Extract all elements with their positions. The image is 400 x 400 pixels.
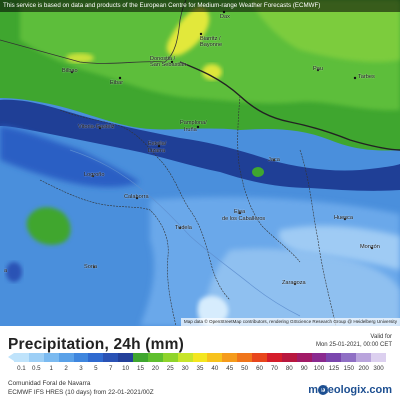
city-label-ejea-caballeros: de los Caballeros xyxy=(222,216,266,222)
legend-tick-label: 20 xyxy=(151,365,159,372)
river-ebro xyxy=(69,149,301,317)
city-label-vitoria: Vitoria-Gasteiz xyxy=(78,124,115,130)
valid-time: Mon 25-01-2021, 00:00 CET xyxy=(315,342,392,348)
map-attribution: Map data © OpenStreetMap contributors, r… xyxy=(180,318,400,326)
legend-tick-label: 10 xyxy=(122,365,130,372)
city-label-soria: Soria xyxy=(84,264,98,270)
legend-arrow-left xyxy=(8,353,14,361)
city-label-bilbao: Bilbao xyxy=(62,68,78,74)
map-canvas xyxy=(0,0,400,326)
legend-swatch xyxy=(162,353,179,362)
legend-swatch xyxy=(371,353,387,362)
legend-tick-label: 150 xyxy=(343,365,354,372)
city-label-ejea: Ejea xyxy=(234,209,246,215)
legend-swatch xyxy=(341,353,357,362)
legend-tick-label: 45 xyxy=(226,365,234,372)
precip-zone-yellow xyxy=(166,7,210,56)
legend-swatch xyxy=(103,353,119,362)
city-label-estella: Estella/ xyxy=(148,141,167,147)
legend-tick-label: 60 xyxy=(256,365,263,372)
city-label-huesca: Huesca xyxy=(334,215,353,221)
legend-swatch xyxy=(222,353,238,362)
legend-tick-label: 15 xyxy=(137,365,144,372)
precipitation-map[interactable]: This service is based on data and produc… xyxy=(0,0,400,326)
legend-tick-label: 5 xyxy=(94,365,98,372)
legend-tick-label: 200 xyxy=(358,365,369,372)
city-label-pamplona: Pamplona/ xyxy=(180,120,207,126)
city-label-jaca: Jaca xyxy=(268,157,280,163)
legend-swatch xyxy=(207,353,223,362)
city-label-tarbes: Tarbes xyxy=(358,74,375,80)
legend-tick-label: 30 xyxy=(181,365,189,372)
legend-swatch xyxy=(147,353,164,362)
city-label-fragment: a xyxy=(4,268,8,274)
city-label-logrono: Logroño xyxy=(84,172,105,178)
legend-swatch xyxy=(28,353,45,362)
city-label-pau: Pau xyxy=(313,66,323,72)
legend-swatch xyxy=(326,353,342,362)
legend-tick-label: 25 xyxy=(166,365,174,372)
city-label-biarritz: Biarritz / xyxy=(200,36,221,42)
legend-tick-label: 1 xyxy=(49,365,53,372)
legend-title: Precipitation, 24h (mm) xyxy=(8,336,184,353)
legend-swatch xyxy=(192,353,208,362)
legend-tick-label: 0.5 xyxy=(32,365,41,372)
precip-zone-darkblue xyxy=(0,99,400,191)
legend-tick-label: 90 xyxy=(300,365,308,372)
ecmwf-banner: This service is based on data and produc… xyxy=(0,0,400,12)
legend-swatch xyxy=(237,353,253,362)
legend-tick-label: 40 xyxy=(211,365,219,372)
regional-border xyxy=(59,109,231,301)
city-label-calahorra: Calahorra xyxy=(124,194,149,200)
city-label-donostia: Donostia / xyxy=(150,56,176,62)
city-label-zaragoza: Zaragoza xyxy=(282,280,306,286)
city-label-eibar: Eibar xyxy=(110,80,124,86)
coastline xyxy=(0,0,187,64)
city-label-bayonne: Bayonne xyxy=(200,42,223,48)
legend-tick-label: 50 xyxy=(241,365,249,372)
city-label-san-sebastian: San Sebastián xyxy=(150,62,187,68)
region-name: Comunidad Foral de Navarra xyxy=(8,380,91,387)
legend-swatch xyxy=(14,353,30,362)
national-border xyxy=(179,61,400,151)
legend-swatch xyxy=(252,353,268,362)
legend-tick-label: 2 xyxy=(64,365,68,372)
legend-panel xyxy=(0,326,400,400)
city-label-lizarra: Lizarra xyxy=(148,148,166,154)
meteologix-logo-icon xyxy=(318,385,328,395)
legend-tick-label: 0.1 xyxy=(17,365,26,372)
city-label-dax: Dax xyxy=(220,14,230,20)
legend-swatch xyxy=(281,353,298,362)
legend-tick-label: 300 xyxy=(373,365,384,372)
legend-tick-label: 80 xyxy=(285,365,293,372)
legend-swatch xyxy=(296,353,313,362)
city-label-iruna: Iruña xyxy=(184,127,197,133)
legend-swatch xyxy=(356,353,372,362)
legend-tick-label: 35 xyxy=(196,365,204,372)
legend-swatch xyxy=(133,353,149,362)
city-label-monzon: Monzón xyxy=(360,244,380,250)
legend-swatch xyxy=(118,353,134,362)
meteologix-brand[interactable]: meteologix.com xyxy=(308,384,392,396)
legend-swatch xyxy=(58,353,74,362)
legend-tick-label: 3 xyxy=(79,365,83,372)
legend-swatch xyxy=(311,353,327,362)
legend-swatch xyxy=(177,353,194,362)
valid-for-label: Valid for xyxy=(370,334,392,340)
city-label-tudela: Tudela xyxy=(175,225,192,231)
legend-swatch xyxy=(73,353,89,362)
legend-swatch xyxy=(88,353,104,362)
model-run: ECMWF IFS HRES (10 days) from 22-01-2021… xyxy=(8,389,154,396)
legend-tick-label: 125 xyxy=(328,365,340,372)
legend-tick-label: 70 xyxy=(270,365,278,372)
legend-tick-label: 7 xyxy=(108,365,113,372)
legend-swatch xyxy=(266,353,283,362)
legend-tick-label: 100 xyxy=(313,365,325,372)
legend-swatch xyxy=(43,353,60,362)
